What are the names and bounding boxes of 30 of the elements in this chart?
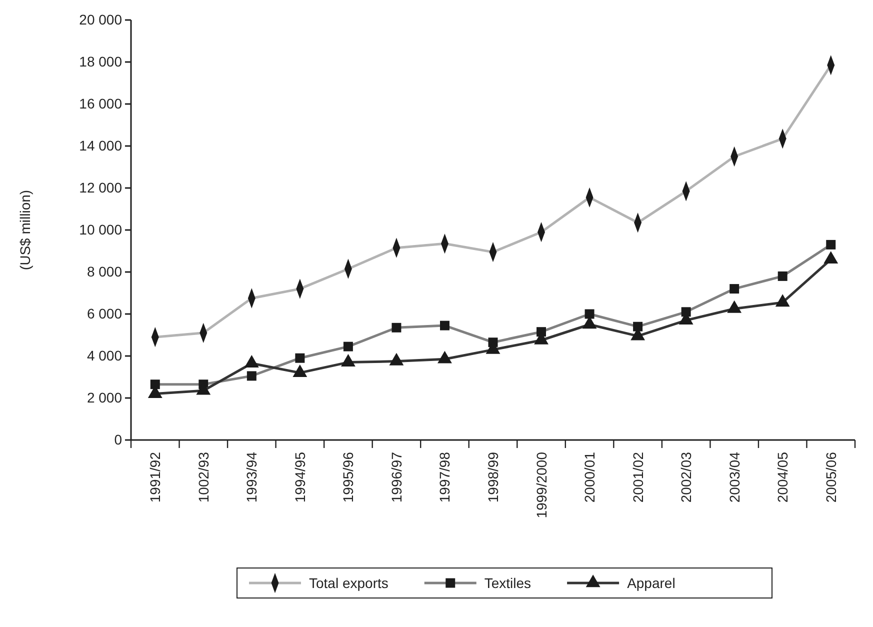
x-tick-label: 2005/06 — [822, 452, 839, 503]
legend-label: Textiles — [484, 575, 532, 591]
y-tick-label: 8 000 — [86, 263, 122, 280]
y-tick-label: 4 000 — [86, 347, 122, 364]
x-tick-label: 1999/2000 — [533, 452, 550, 518]
y-axis-title: (US$ million) — [17, 190, 33, 270]
x-tick-label: 1991/92 — [147, 452, 164, 503]
x-tick-label: 1993/94 — [244, 452, 260, 503]
x-tick-label: 2001/02 — [630, 452, 646, 503]
x-tick-label: 2003/04 — [726, 452, 742, 503]
y-tick-label: 16 000 — [79, 95, 122, 112]
x-tick-label: 2000/01 — [582, 452, 598, 503]
x-tick-label: 1995/96 — [340, 452, 356, 503]
y-tick-label: 18 000 — [79, 53, 122, 70]
y-tick-label: 2 000 — [86, 389, 122, 406]
x-tick-label: 1996/97 — [388, 452, 404, 503]
y-tick-label: 20 000 — [79, 11, 122, 28]
x-tick-label: 2004/05 — [774, 452, 791, 503]
legend-label: Total exports — [309, 575, 388, 591]
x-tick-label: 1998/99 — [485, 452, 501, 503]
x-tick-label: 1994/95 — [292, 452, 308, 503]
y-tick-label: 0 — [114, 431, 122, 448]
x-tick-label: 2002/03 — [678, 452, 694, 503]
y-tick-label: 10 000 — [79, 221, 122, 238]
y-tick-label: 14 000 — [79, 137, 122, 154]
legend-label: Apparel — [627, 575, 676, 591]
x-tick-label: 1997/98 — [436, 452, 453, 503]
y-tick-label: 12 000 — [79, 179, 122, 196]
x-tick-label: 1002/93 — [195, 452, 212, 503]
y-tick-label: 6 000 — [86, 305, 122, 322]
